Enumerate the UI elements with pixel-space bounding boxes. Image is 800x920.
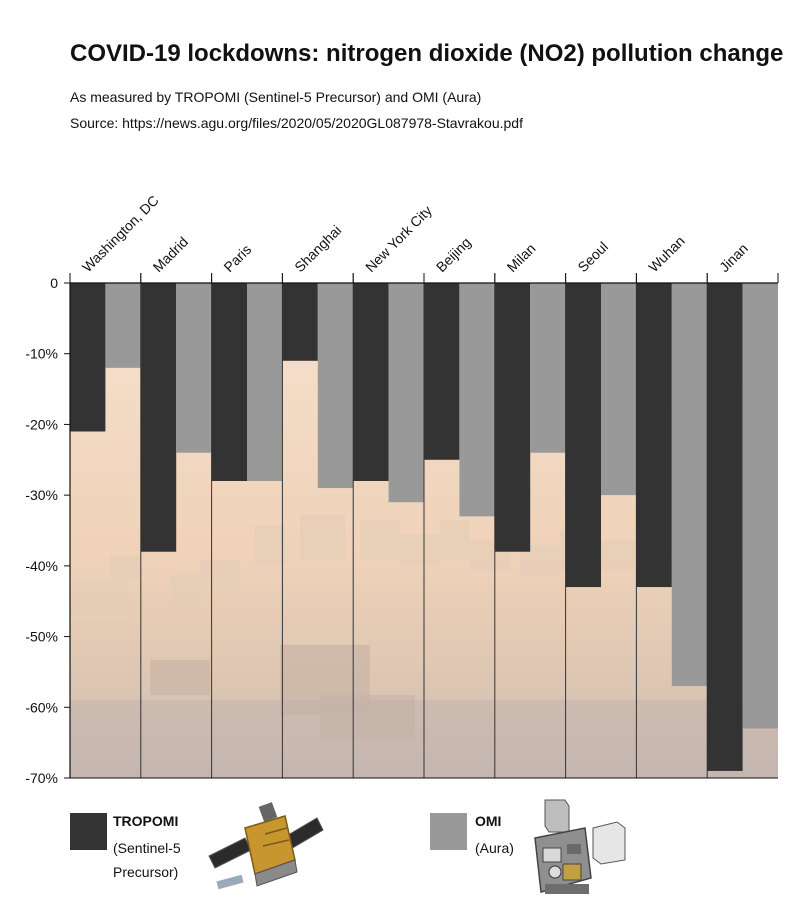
legend-sub-tropomi-2: Precursor) xyxy=(113,864,179,880)
category-label: Madrid xyxy=(150,234,192,276)
bar-omi-5 xyxy=(459,283,495,517)
skyline-building xyxy=(440,520,470,560)
category-label: Paris xyxy=(220,241,254,275)
bar-omi-7 xyxy=(601,283,637,496)
legend-swatch-tropomi xyxy=(70,813,107,850)
y-tick-label: -70% xyxy=(25,770,58,786)
category-label: Seoul xyxy=(574,238,611,275)
legend-label-omi: OMI xyxy=(475,813,502,829)
bar-omi-2 xyxy=(247,283,283,481)
skyline-building xyxy=(400,535,440,565)
skyline-building xyxy=(300,515,345,560)
y-tick-label: -10% xyxy=(25,346,58,362)
skyline-building xyxy=(255,525,285,565)
bar-omi-1 xyxy=(176,283,212,453)
bar-tropomi-5 xyxy=(424,283,460,460)
y-tick-label: -30% xyxy=(25,487,58,503)
category-label: Shanghai xyxy=(291,222,344,275)
chart-title: COVID-19 lockdowns: nitrogen dioxide (NO… xyxy=(70,40,784,67)
category-label: Jinan xyxy=(716,240,751,275)
skyline-building xyxy=(600,540,635,570)
bar-tropomi-3 xyxy=(282,283,318,361)
y-tick-label: 0 xyxy=(50,275,58,291)
legend-label-tropomi: TROPOMI xyxy=(113,813,179,829)
chart-subtitle: As measured by TROPOMI (Sentinel-5 Precu… xyxy=(70,89,482,105)
satellite-icon xyxy=(208,802,324,890)
skyline-building xyxy=(72,580,130,620)
y-tick-label: -40% xyxy=(25,558,58,574)
legend-sub-omi-1: (Aura) xyxy=(475,840,514,856)
chart-source: Source: https://news.agu.org/files/2020/… xyxy=(70,115,523,131)
bar-tropomi-4 xyxy=(353,283,389,481)
skyline-building xyxy=(200,560,240,590)
skyline-building xyxy=(150,660,210,695)
bar-tropomi-6 xyxy=(494,283,531,552)
category-label: Beijing xyxy=(433,234,474,275)
bar-chart: 0-10%-20%-30%-40%-50%-60%-70%Washington,… xyxy=(25,192,779,786)
bar-tropomi-9 xyxy=(707,283,743,771)
y-tick-label: -50% xyxy=(25,629,58,645)
bar-tropomi-1 xyxy=(140,283,177,552)
bar-tropomi-8 xyxy=(636,283,672,588)
bar-omi-4 xyxy=(388,283,424,503)
skyline-building xyxy=(320,695,415,740)
skyline-building xyxy=(360,520,400,560)
bar-omi-8 xyxy=(671,283,708,687)
category-label: Wuhan xyxy=(645,233,688,276)
y-tick-label: -60% xyxy=(25,699,58,715)
bar-omi-3 xyxy=(317,283,354,489)
bar-omi-0 xyxy=(105,283,141,368)
bar-omi-6 xyxy=(530,283,566,453)
skyline-building xyxy=(170,575,200,610)
category-label: Milan xyxy=(504,240,539,275)
category-label: New York City xyxy=(362,202,435,275)
satellite-icon xyxy=(534,799,626,894)
bar-tropomi-7 xyxy=(565,283,601,588)
bar-tropomi-0 xyxy=(70,283,106,432)
legend-swatch-omi xyxy=(430,813,467,850)
legend-sub-tropomi-1: (Sentinel-5 xyxy=(113,840,181,856)
skyline-building xyxy=(110,555,140,580)
bar-omi-9 xyxy=(742,283,778,729)
bar-tropomi-2 xyxy=(211,283,247,481)
y-tick-label: -20% xyxy=(25,416,58,432)
